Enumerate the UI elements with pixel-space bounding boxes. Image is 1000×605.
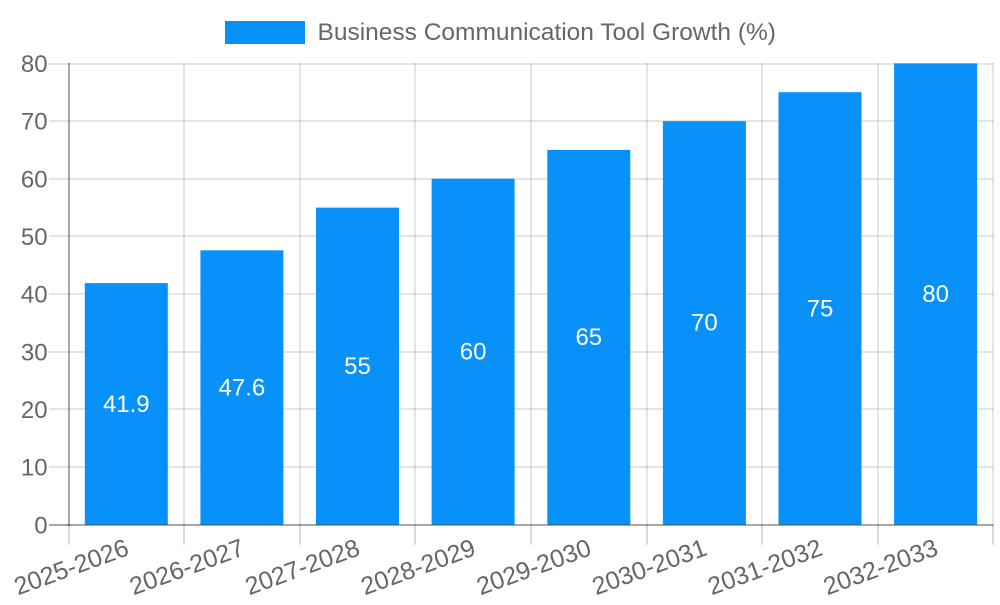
svg-text:80: 80	[922, 281, 949, 308]
svg-text:40: 40	[21, 282, 48, 309]
svg-text:30: 30	[21, 339, 48, 366]
svg-text:47.6: 47.6	[219, 374, 266, 401]
svg-text:0: 0	[34, 512, 47, 539]
svg-text:41.9: 41.9	[103, 391, 150, 418]
svg-text:60: 60	[21, 166, 48, 193]
svg-text:80: 80	[21, 51, 48, 78]
svg-text:55: 55	[344, 353, 371, 380]
svg-text:20: 20	[21, 397, 48, 424]
svg-text:60: 60	[460, 339, 487, 366]
svg-text:70: 70	[691, 310, 718, 337]
svg-text:75: 75	[807, 295, 834, 322]
svg-text:70: 70	[21, 109, 48, 136]
svg-text:65: 65	[575, 324, 602, 351]
svg-text:Business Communication Tool Gr: Business Communication Tool Growth (%)	[318, 19, 776, 46]
svg-text:50: 50	[21, 224, 48, 251]
svg-text:10: 10	[21, 455, 48, 482]
